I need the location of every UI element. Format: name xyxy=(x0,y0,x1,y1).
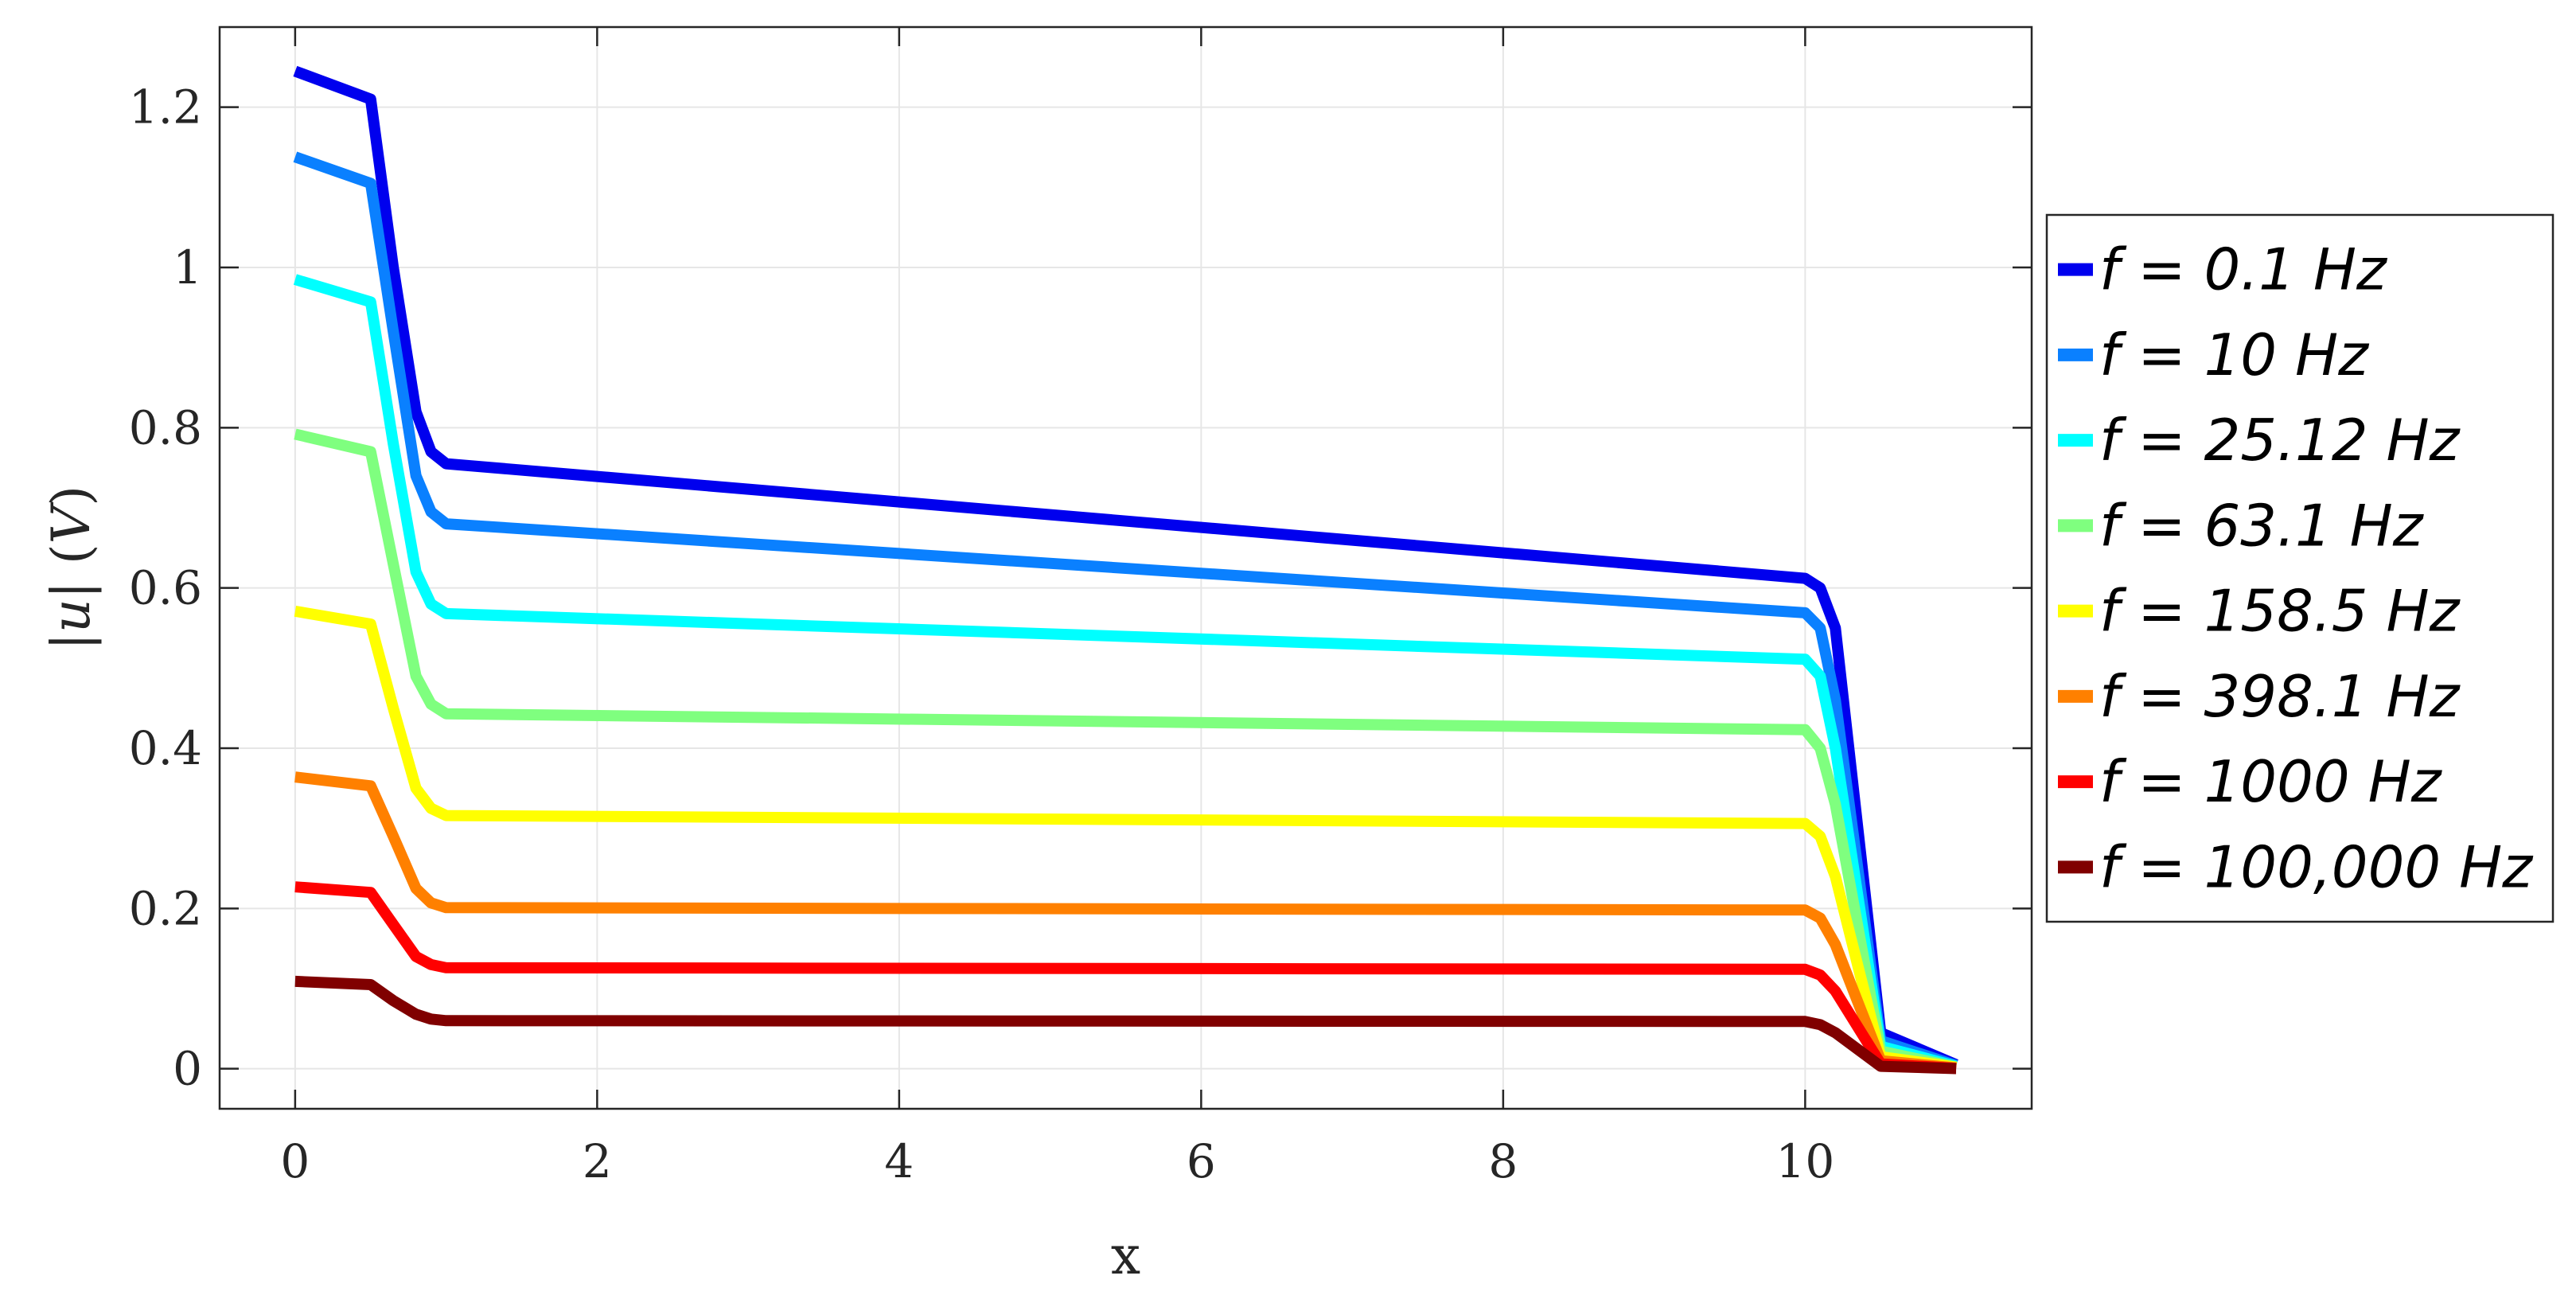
legend-label: f = 100,000 Hz xyxy=(2099,833,2534,900)
plot-area-border xyxy=(218,25,2033,1110)
y-axis-label-symbol: u xyxy=(41,599,102,633)
y-tick-label: 0.8 xyxy=(129,400,202,454)
legend-label: f = 398.1 Hz xyxy=(2099,663,2461,730)
legend: f = 0.1 Hz f = 10 Hz f = 25.12 Hz f = 63.1 … xyxy=(2045,213,2555,923)
y-axis-label-bar-right: | xyxy=(41,581,102,599)
x-tick-labels: 0 2 4 6 8 10 xyxy=(280,1134,1834,1188)
axis-ticks xyxy=(220,27,2032,1109)
y-tick-label: 0 xyxy=(173,1042,202,1096)
x-tick-label: 2 xyxy=(583,1134,612,1188)
series-line xyxy=(294,771,1957,1074)
y-axis-label-paren-close: ) xyxy=(41,486,102,506)
legend-label: f = 25.12 Hz xyxy=(2099,407,2461,474)
x-tick-label: 10 xyxy=(1775,1134,1834,1188)
x-tick-label: 8 xyxy=(1488,1134,1518,1188)
y-tick-label: 1.2 xyxy=(129,80,202,135)
y-tick-label: 0.4 xyxy=(129,721,202,775)
legend-label: f = 158.5 Hz xyxy=(2099,578,2461,645)
series-lines xyxy=(293,65,1958,1075)
legend-label: f = 1000 Hz xyxy=(2099,748,2443,815)
legend-label: f = 0.1 Hz xyxy=(2099,236,2388,303)
y-axis-label-bar-left: | xyxy=(41,633,102,650)
x-tick-label: 6 xyxy=(1187,1134,1216,1188)
y-tick-labels: 0 0.2 0.4 0.6 0.8 1 1.2 xyxy=(129,80,202,1096)
y-axis-label-unit: V xyxy=(41,501,102,544)
y-axis-label: |u| (V) xyxy=(41,486,102,650)
x-tick-label: 0 xyxy=(280,1134,310,1188)
series-line xyxy=(294,605,1958,1073)
series-line xyxy=(294,428,1958,1073)
series-line xyxy=(294,881,1957,1075)
y-axis-label-paren-open: ( xyxy=(41,544,102,581)
x-tick-label: 4 xyxy=(884,1134,914,1188)
legend-box xyxy=(2045,213,2555,923)
legend-label: f = 63.1 Hz xyxy=(2099,492,2425,559)
y-tick-label: 0.2 xyxy=(129,881,202,935)
series-line xyxy=(293,274,1958,1072)
x-axis-label: x xyxy=(1111,1225,1140,1286)
series-line xyxy=(293,65,1958,1071)
y-tick-label: 0.6 xyxy=(129,561,202,615)
legend-label: f = 10 Hz xyxy=(2099,322,2370,388)
series-line xyxy=(294,975,1957,1075)
y-tick-label: 1 xyxy=(173,240,202,295)
